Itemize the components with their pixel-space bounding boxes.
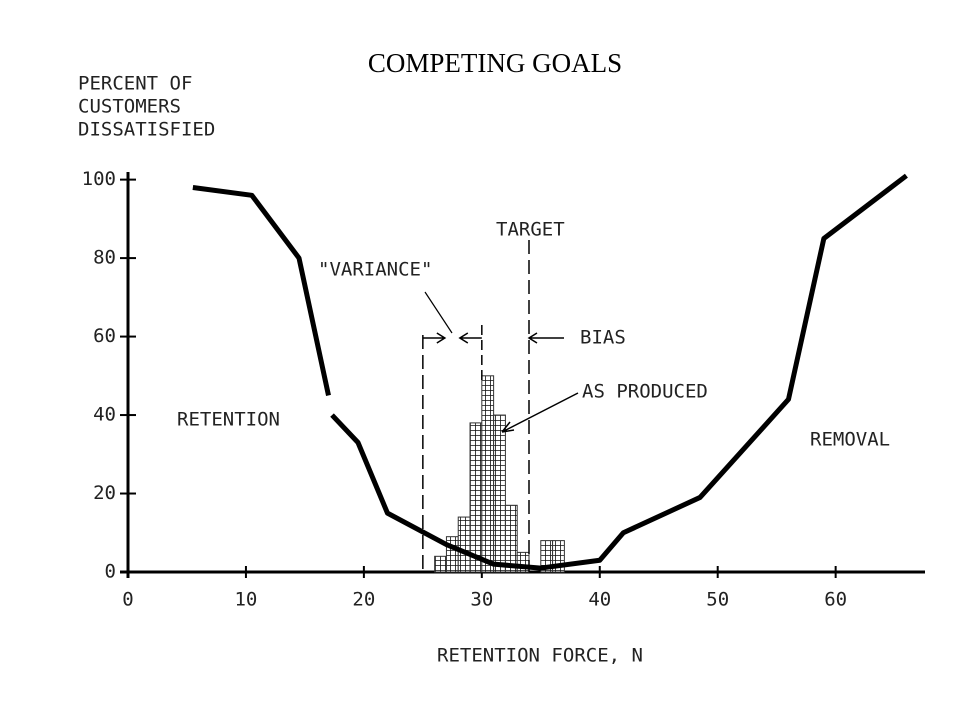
- histogram-bar: [457, 516, 471, 573]
- y-tick-label: 0: [105, 561, 116, 583]
- histogram-bar: [434, 555, 447, 573]
- histogram-bar: [469, 422, 483, 573]
- x-tick-label: 20: [352, 589, 375, 611]
- annotation: RETENTION: [177, 409, 280, 431]
- x-tick-label: 10: [234, 589, 257, 611]
- histogram-bar: [493, 414, 506, 573]
- x-tick-label: 30: [470, 589, 493, 611]
- variance-arrow: [422, 332, 482, 344]
- y-axis-label: CUSTOMERS: [78, 96, 181, 118]
- y-tick-label: 20: [93, 482, 116, 504]
- x-tick-label: 40: [588, 589, 611, 611]
- bias-arrow: [527, 332, 564, 344]
- y-tick-label: 40: [93, 404, 116, 426]
- histogram-label: AS PRODUCED: [582, 381, 708, 403]
- annotation: "VARIANCE": [318, 259, 432, 281]
- histogram-bar: [481, 375, 495, 573]
- annotation: TARGET: [496, 219, 565, 241]
- x-tick-label: 60: [824, 589, 847, 611]
- y-axis-label: PERCENT OF: [78, 73, 192, 95]
- y-tick-label: 60: [93, 325, 116, 347]
- histogram-bar: [445, 536, 459, 573]
- y-axis-label: DISSATISFIED: [78, 119, 215, 141]
- annotation: REMOVAL: [810, 429, 890, 451]
- line: [192, 173, 908, 571]
- x-axis-label: RETENTION FORCE, N: [437, 645, 643, 667]
- variance-leader: [424, 291, 453, 334]
- x-tick-label: 50: [706, 589, 729, 611]
- y-tick-label: 80: [93, 247, 116, 269]
- y-tick-label: 100: [82, 168, 116, 190]
- histogram-bar: [504, 504, 518, 573]
- x-tick-label: 0: [122, 589, 133, 611]
- histogram-bar: [552, 540, 565, 573]
- chart-title: COMPETING GOALS: [368, 48, 622, 78]
- as-produced-leader: [501, 392, 579, 433]
- annotation: BIAS: [580, 327, 626, 349]
